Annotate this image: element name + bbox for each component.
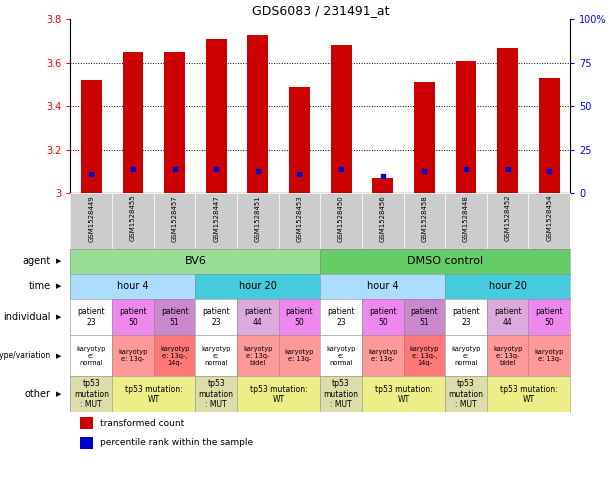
Text: GSM1528449: GSM1528449: [88, 195, 94, 242]
Text: karyotyp
e:
normal: karyotyp e: normal: [326, 346, 356, 366]
Text: tp53
mutation
: MUT: tp53 mutation : MUT: [449, 380, 484, 409]
Text: karyotyp
e: 13q-: karyotyp e: 13q-: [368, 349, 397, 362]
Text: patient
23: patient 23: [202, 307, 230, 327]
Bar: [414, 83, 435, 193]
Text: percentile rank within the sample: percentile rank within the sample: [101, 438, 254, 447]
Text: karyotyp
e: 13q-: karyotyp e: 13q-: [285, 349, 314, 362]
Text: agent: agent: [23, 256, 51, 266]
Text: karyotyp
e: 13q-
bidel: karyotyp e: 13q- bidel: [493, 346, 522, 366]
Bar: [372, 178, 393, 193]
Bar: [206, 39, 227, 193]
Text: GSM1528457: GSM1528457: [172, 195, 178, 242]
Text: patient
50: patient 50: [119, 307, 147, 327]
Text: GSM1528452: GSM1528452: [504, 195, 511, 242]
Bar: [330, 45, 351, 193]
Text: GSM1528447: GSM1528447: [213, 195, 219, 242]
Bar: [248, 35, 268, 193]
Bar: [455, 61, 476, 193]
Bar: [539, 78, 560, 193]
Text: GSM1528453: GSM1528453: [297, 195, 302, 242]
Text: karyotyp
e: 13q-: karyotyp e: 13q-: [118, 349, 148, 362]
Text: karyotyp
e: 13q-
bidel: karyotyp e: 13q- bidel: [243, 346, 273, 366]
Text: tp53
mutation
: MUT: tp53 mutation : MUT: [74, 380, 109, 409]
Text: tp53 mutation:
WT: tp53 mutation: WT: [500, 384, 557, 404]
Title: GDS6083 / 231491_at: GDS6083 / 231491_at: [251, 4, 389, 17]
Text: time: time: [29, 282, 51, 291]
Text: patient
23: patient 23: [452, 307, 480, 327]
Text: tp53 mutation:
WT: tp53 mutation: WT: [250, 384, 308, 404]
Text: genotype/variation: genotype/variation: [0, 351, 51, 360]
Text: GSM1528455: GSM1528455: [130, 195, 136, 242]
Text: ▶: ▶: [56, 314, 62, 320]
Text: ▶: ▶: [56, 353, 62, 359]
Text: GSM1528458: GSM1528458: [421, 195, 427, 242]
Text: GSM1528456: GSM1528456: [379, 195, 386, 242]
Text: hour 20: hour 20: [489, 282, 527, 291]
Text: transformed count: transformed count: [101, 419, 185, 427]
Bar: [81, 80, 102, 193]
Text: patient
50: patient 50: [536, 307, 563, 327]
Text: GSM1528451: GSM1528451: [255, 195, 261, 242]
Bar: [123, 52, 143, 193]
Text: DMSO control: DMSO control: [407, 256, 483, 266]
Text: GSM1528454: GSM1528454: [546, 195, 552, 242]
Text: patient
51: patient 51: [161, 307, 188, 327]
Text: patient
51: patient 51: [411, 307, 438, 327]
Text: karyotyp
e: 13q-: karyotyp e: 13q-: [535, 349, 564, 362]
Text: GSM1528450: GSM1528450: [338, 195, 344, 242]
Bar: [80, 437, 93, 449]
Text: patient
23: patient 23: [327, 307, 355, 327]
Text: patient
44: patient 44: [494, 307, 522, 327]
Text: patient
23: patient 23: [77, 307, 105, 327]
Text: ▶: ▶: [56, 258, 62, 264]
Text: karyotyp
e:
normal: karyotyp e: normal: [77, 346, 106, 366]
Text: tp53 mutation:
WT: tp53 mutation: WT: [125, 384, 183, 404]
Text: tp53
mutation
: MUT: tp53 mutation : MUT: [199, 380, 234, 409]
Bar: [80, 417, 93, 429]
Text: karyotyp
e: 13q-,
14q-: karyotyp e: 13q-, 14q-: [160, 346, 189, 366]
Text: karyotyp
e:
normal: karyotyp e: normal: [202, 346, 231, 366]
Bar: [497, 48, 518, 193]
Text: karyotyp
e:
normal: karyotyp e: normal: [451, 346, 481, 366]
Bar: [289, 86, 310, 193]
Text: individual: individual: [3, 312, 51, 322]
Text: patient
50: patient 50: [369, 307, 397, 327]
Text: ▶: ▶: [56, 284, 62, 289]
Text: hour 4: hour 4: [367, 282, 398, 291]
Text: ▶: ▶: [56, 391, 62, 398]
Text: hour 4: hour 4: [117, 282, 149, 291]
Bar: [164, 52, 185, 193]
Text: patient
44: patient 44: [244, 307, 272, 327]
Text: tp53
mutation
: MUT: tp53 mutation : MUT: [324, 380, 359, 409]
Text: BV6: BV6: [185, 256, 207, 266]
Text: tp53 mutation:
WT: tp53 mutation: WT: [375, 384, 432, 404]
Text: karyotyp
e: 13q-,
14q-: karyotyp e: 13q-, 14q-: [409, 346, 439, 366]
Text: patient
50: patient 50: [286, 307, 313, 327]
Text: GSM1528448: GSM1528448: [463, 195, 469, 242]
Text: hour 20: hour 20: [239, 282, 277, 291]
Text: other: other: [25, 389, 51, 399]
